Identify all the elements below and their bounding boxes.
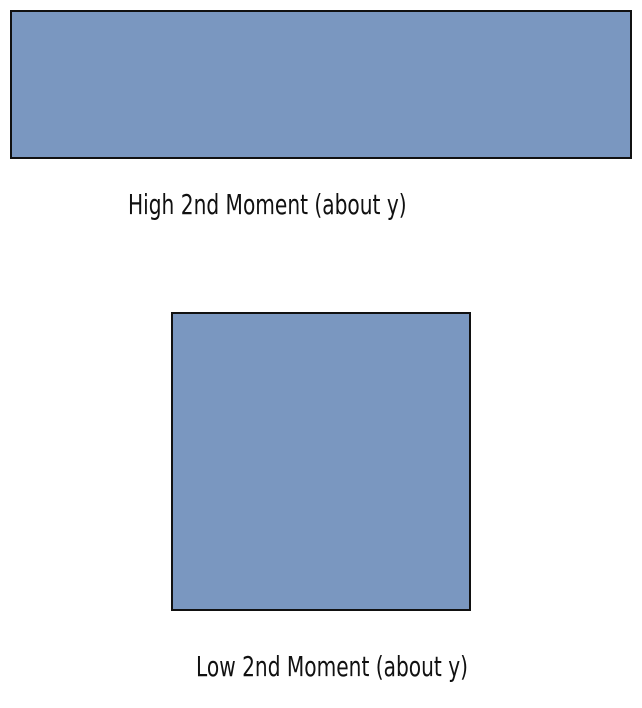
- wide-rectangle-shape: [10, 10, 632, 159]
- low-moment-label: Low 2nd Moment (about y): [196, 650, 469, 683]
- high-moment-label: High 2nd Moment (about y): [128, 188, 407, 221]
- square-shape: [171, 312, 471, 611]
